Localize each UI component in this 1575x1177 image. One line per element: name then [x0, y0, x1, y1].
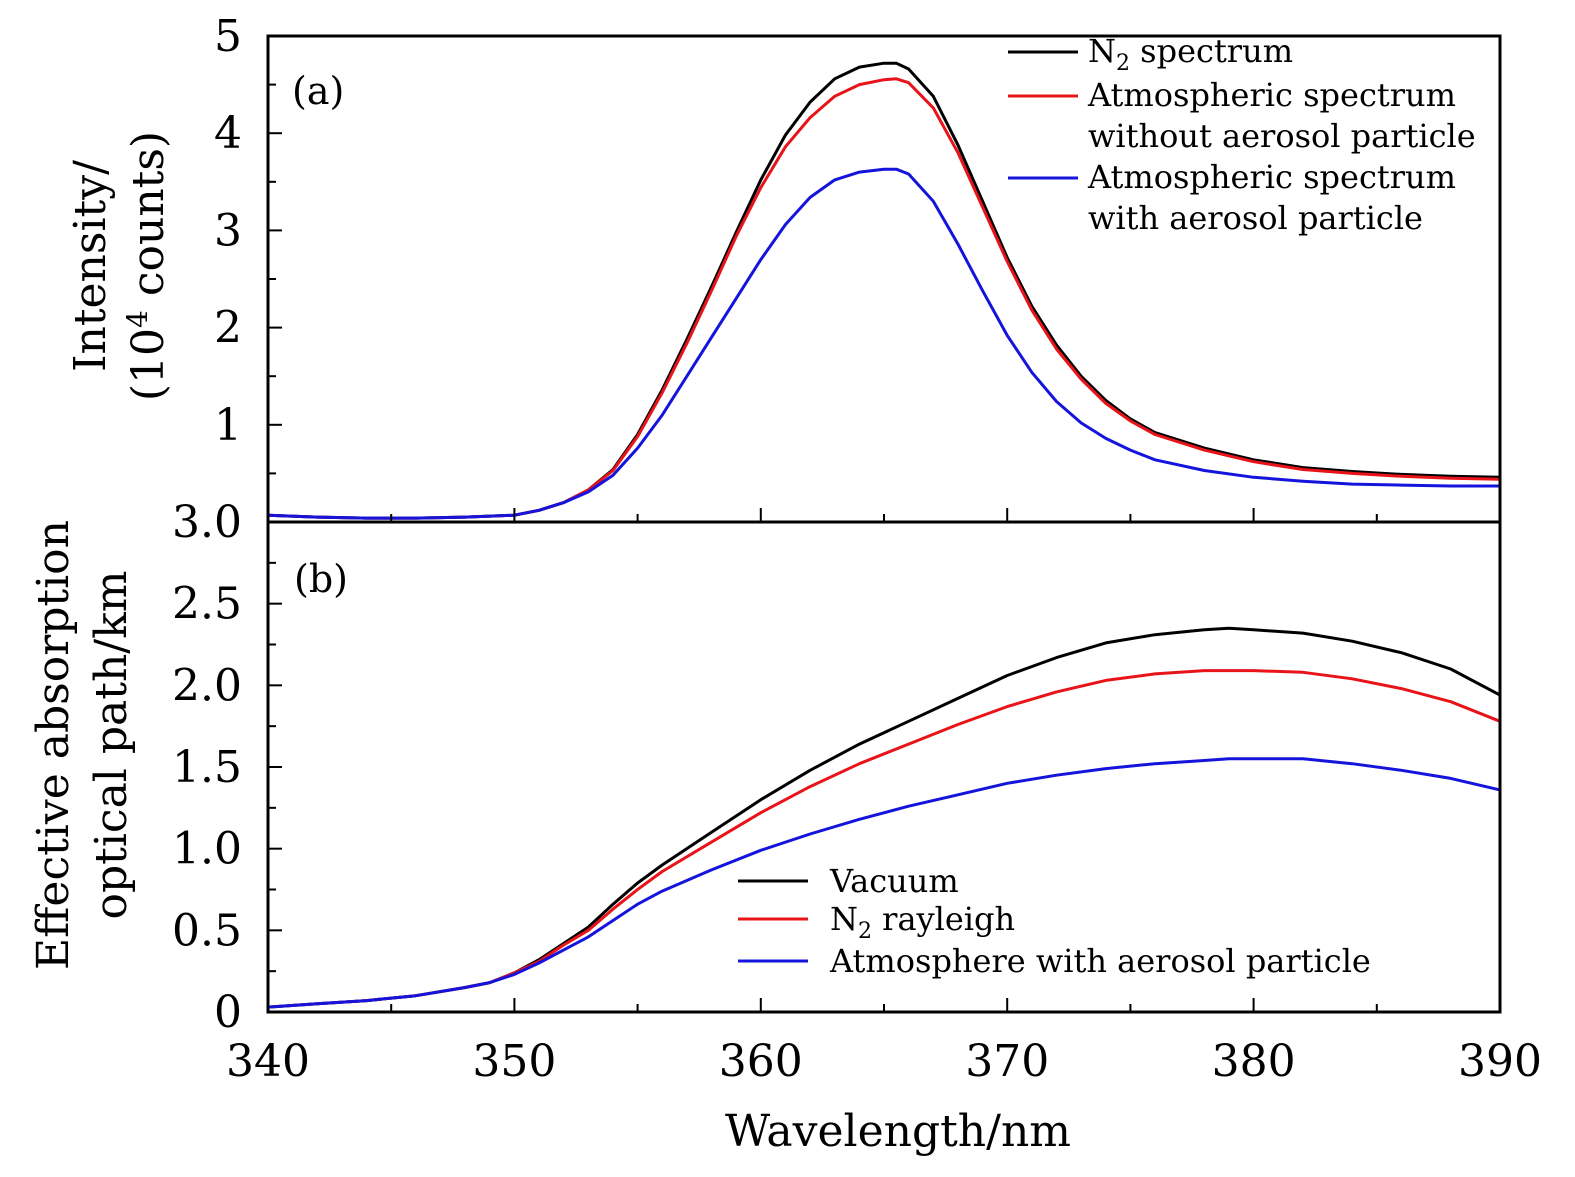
x-axis: 340 350 360 370 380 390: [226, 1036, 1542, 1087]
panel-b-label: (b): [294, 557, 348, 601]
panel-a: 1 2 3 4 5 (a) Intensity/ (104 counts) N2 spe…: [65, 11, 1502, 524]
x-tick-label: 380: [1212, 1036, 1296, 1087]
panel-b-ylabel-line1: Effective absorption: [28, 520, 79, 970]
panel-b-y-ticks: 0 0.5 1.0 1.5 2.0 2.5 3.0: [172, 497, 1501, 1038]
panel-b-ytick-label: 3.0: [172, 497, 242, 548]
x-tick-label: 360: [719, 1036, 803, 1087]
panel-b-series-group: [267, 626, 1501, 1009]
panel-a-legend-label: Atmospheric spectrum: [1087, 76, 1456, 114]
x-axis-title: Wavelength/nm: [725, 1106, 1071, 1157]
panel-a-series-2-line: [267, 167, 1500, 520]
panel-a-label: (a): [292, 69, 344, 113]
panel-b-ytick-label: 0.5: [172, 905, 242, 956]
panel-b: 0 0.5 1.0 1.5 2.0 2.5 3.0 (b) Effective absorp…: [28, 497, 1502, 1038]
panel-a-ytick-label: 2: [214, 303, 242, 354]
panel-a-series-group: [267, 61, 1501, 520]
panel-a-ytick-label: 1: [214, 400, 242, 451]
panel-a-ylabel: Intensity/ (104 counts): [65, 131, 174, 401]
panel-a-legend-label: N2 spectrum: [1088, 32, 1293, 76]
panel-a-legend-label-line2: with aerosol particle: [1088, 199, 1423, 237]
panel-b-ytick-label: 2.0: [172, 660, 242, 711]
panel-b-ytick-label: 1.5: [172, 742, 242, 793]
panel-b-series-2-line: [267, 757, 1501, 1009]
panel-b-ylabel: Effective absorption optical path/km: [28, 520, 137, 970]
panel-b-legend-label: Vacuum: [829, 862, 959, 900]
panel-b-ytick-label: 0: [214, 987, 242, 1038]
panel-a-legend-label-line2: without aerosol particle: [1088, 117, 1476, 155]
x-tick-label: 340: [226, 1036, 310, 1087]
panel-a-ylabel-line1: Intensity/: [65, 160, 116, 372]
panel-b-legend-label: N2 rayleigh: [830, 900, 1015, 944]
panel-b-ytick-label: 1.0: [172, 824, 242, 875]
panel-a-ytick-label: 3: [214, 205, 242, 256]
panel-b-ylabel-line2: optical path/km: [86, 571, 137, 920]
panel-b-ytick-label: 2.5: [172, 579, 242, 630]
panel-a-ytick-label: 4: [214, 108, 242, 159]
x-tick-label: 370: [965, 1036, 1049, 1087]
x-tick-label: 350: [472, 1036, 556, 1087]
panel-a-legend-label: Atmospheric spectrum: [1087, 158, 1456, 196]
panel-b-frame: [266, 520, 1502, 1014]
x-tick-label: 390: [1458, 1036, 1542, 1087]
panel-a-ylabel-line2: (104 counts): [121, 131, 174, 401]
panel-b-legend-label: Atmosphere with aerosol particle: [829, 942, 1371, 980]
panel-a-y-ticks: 1 2 3 4 5: [214, 11, 1501, 522]
panel-a-ytick-label: 5: [214, 11, 242, 62]
